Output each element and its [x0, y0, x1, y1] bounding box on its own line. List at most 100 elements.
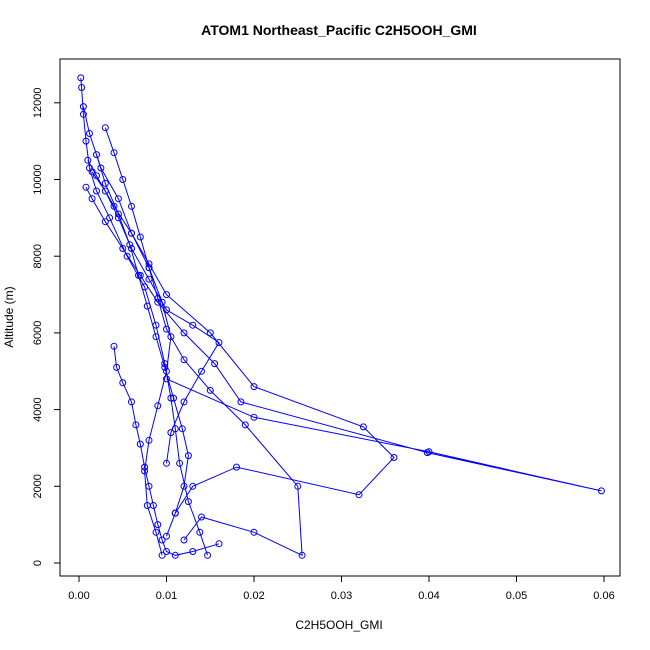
data-point — [141, 463, 149, 471]
data-point — [106, 214, 114, 222]
data-point — [145, 436, 153, 444]
data-point — [145, 264, 153, 272]
series-line — [104, 127, 303, 557]
data-point — [119, 245, 127, 252]
data-point — [215, 339, 223, 346]
data-point — [176, 459, 184, 467]
x-tick-label: 0.03 — [331, 590, 352, 602]
data-point — [178, 425, 186, 433]
data-point — [145, 482, 153, 490]
x-tick-label: 0.06 — [593, 590, 614, 602]
data-point — [211, 360, 219, 368]
data-point — [82, 183, 90, 191]
data-point — [298, 551, 306, 559]
y-tick-label: 0 — [32, 560, 44, 566]
data-point — [206, 386, 214, 394]
y-axis-label: Altitude (m) — [2, 286, 16, 347]
series-line — [80, 77, 209, 556]
data-point — [132, 421, 140, 429]
series-line — [82, 106, 172, 556]
data-point — [101, 218, 109, 226]
data-point — [180, 398, 188, 406]
data-point — [136, 440, 144, 448]
data-point — [97, 164, 105, 172]
data-point — [77, 74, 85, 82]
data-point — [198, 367, 205, 375]
y-tick-label: 2000 — [32, 474, 44, 498]
data-point — [78, 84, 86, 91]
data-point — [167, 333, 175, 341]
data-point — [180, 329, 188, 337]
data-point — [204, 551, 212, 559]
data-point — [143, 302, 151, 310]
axes-group: 0.00 0.01 0.02 0.03 0.04 0.05 0.06 0 2000 4000 600… — [32, 88, 615, 602]
data-point — [189, 548, 197, 555]
data-point — [113, 363, 121, 371]
x-axis-label: C2H5OOH_GMI — [295, 618, 382, 632]
data-point — [93, 187, 100, 195]
data-point — [154, 402, 162, 410]
data-point — [359, 423, 367, 431]
data-point — [110, 342, 118, 350]
data-point — [101, 124, 109, 132]
data-point — [189, 482, 197, 490]
x-tick-label: 0.01 — [156, 590, 177, 602]
data-point — [110, 149, 118, 157]
data-point — [184, 452, 192, 460]
series-line — [85, 186, 602, 492]
x-tick-label: 0.04 — [418, 590, 439, 602]
data-point — [171, 509, 179, 517]
data-point — [161, 363, 169, 371]
data-point — [119, 176, 127, 183]
data-point — [158, 298, 166, 306]
data-point — [163, 325, 170, 333]
data-point — [82, 137, 90, 145]
data-point — [88, 195, 96, 203]
data-point — [93, 151, 100, 159]
data-point — [158, 551, 166, 559]
data-point — [152, 528, 160, 536]
data-point — [167, 429, 175, 437]
data-point — [425, 448, 433, 456]
data-point — [163, 459, 170, 467]
data-point — [250, 383, 258, 391]
data-point — [114, 210, 122, 218]
data-point — [154, 521, 162, 529]
data-point — [189, 321, 197, 329]
data-point — [86, 130, 93, 137]
data-point — [158, 536, 166, 544]
data-point — [123, 252, 131, 260]
data-point — [128, 398, 135, 406]
data-point — [84, 156, 92, 164]
data-point — [145, 275, 153, 283]
data-point — [149, 502, 157, 509]
data-point — [101, 179, 109, 187]
data-point — [294, 482, 302, 490]
data-point — [180, 482, 188, 490]
data-point — [250, 413, 258, 421]
series-line — [91, 171, 220, 464]
data-point — [597, 487, 605, 495]
x-tick-label: 0.02 — [243, 590, 264, 602]
data-point — [79, 103, 87, 111]
data-point — [233, 463, 240, 471]
data-point — [196, 528, 204, 536]
data-point — [128, 229, 135, 237]
data-point — [163, 291, 170, 299]
data-point — [198, 513, 205, 521]
data-point — [171, 551, 179, 559]
data-point — [119, 379, 127, 387]
data-point — [241, 421, 249, 429]
y-tick-label: 10000 — [32, 164, 44, 195]
data-point — [163, 548, 170, 555]
data-point — [88, 168, 96, 176]
y-tick-label: 12000 — [32, 88, 44, 119]
data-point — [355, 491, 363, 499]
chart-title: ATOM1 Northeast_Pacific C2H5OOH_GMI — [201, 22, 477, 38]
data-point — [390, 454, 398, 461]
y-tick-label: 8000 — [32, 244, 44, 268]
data-point — [170, 394, 177, 402]
data-point — [163, 306, 170, 314]
